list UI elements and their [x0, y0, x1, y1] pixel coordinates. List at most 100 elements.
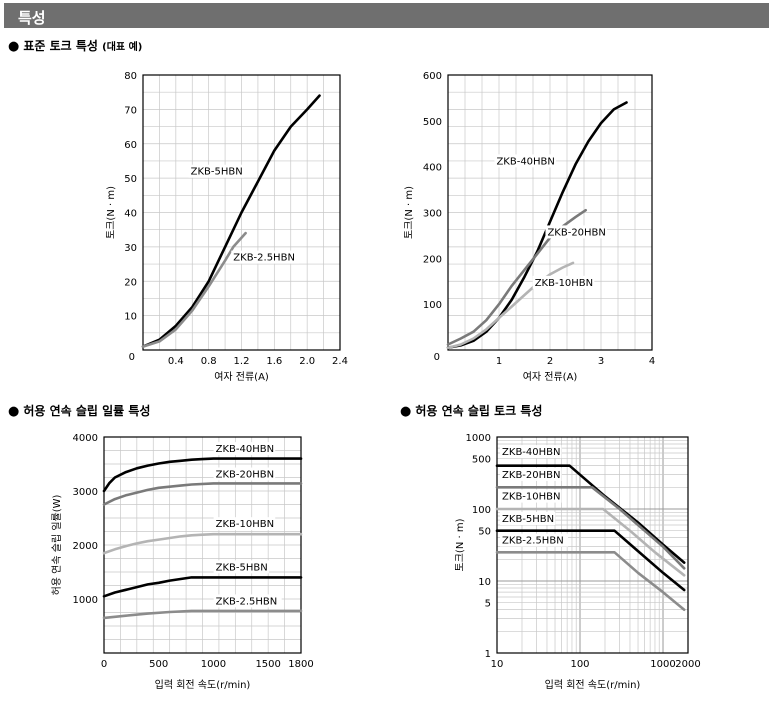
series-label-zkb-5hbn: ZKB-5HBN — [191, 167, 243, 178]
series-label-zkb-20hbn: ZKB-20HBN — [216, 470, 274, 481]
x-tick-label: 1800 — [288, 659, 313, 670]
y-tick-label: 200 — [423, 254, 442, 265]
series-line-zkb-40hbn — [446, 101, 628, 350]
section-title-slip-torque-text: 허용 연속 슬립 토크 특성 — [415, 404, 543, 418]
y-tick-label: 4000 — [73, 433, 98, 444]
annotation-bg — [500, 489, 562, 503]
series-label-zkb-2-5hbn: ZKB-2.5HBN — [216, 596, 278, 607]
y-tick-label: 30 — [124, 243, 137, 254]
annotation-bg — [213, 467, 276, 481]
series-label-zkb-40hbn: ZKB-40HBN — [496, 156, 554, 167]
y-tick-label: 80 — [124, 71, 137, 82]
c2-frame — [447, 74, 653, 351]
y-tick-label: 20 — [124, 277, 137, 288]
y-tick-label: 1 — [485, 649, 491, 660]
series-label-zkb-2-5hbn: ZKB-2.5HBN — [502, 536, 564, 547]
header-bar: 특성 — [4, 3, 769, 28]
series-line-zkb-10hbn — [102, 532, 303, 555]
x-axis-label: 여자 전류(A) — [214, 371, 269, 383]
y-tick-label: 400 — [423, 163, 442, 174]
annotation-bg — [500, 533, 569, 547]
annotation-bg — [500, 445, 562, 459]
x-tick-label: 1000 — [650, 659, 675, 670]
y-tick-label: 500 — [423, 117, 442, 128]
c1-grid — [143, 75, 340, 350]
x-tick-label: 0 — [101, 659, 107, 670]
x-tick-label: 2.4 — [332, 356, 348, 367]
y-axis-label: 토크(N · m) — [404, 186, 415, 239]
series-line-zkb-2-5hbn — [102, 609, 303, 620]
c4-frame — [496, 436, 689, 654]
c2-grid — [448, 75, 652, 350]
x-tick-label: 1 — [496, 356, 502, 367]
annotation-bg — [545, 225, 608, 239]
x-tick-label: 100 — [570, 659, 589, 670]
x-tick-label: 0.8 — [201, 356, 217, 367]
y-tick-label: 10 — [124, 312, 137, 323]
x-axis-label: 입력 회전 속도(r/min) — [545, 678, 641, 691]
x-tick-label: 2000 — [675, 659, 700, 670]
series-label-zkb-5hbn: ZKB-5HBN — [502, 514, 554, 525]
y-tick-label: 70 — [124, 105, 137, 116]
x-axis-label: 입력 회전 속도(r/min) — [155, 678, 251, 691]
series-label-zkb-2-5hbn: ZKB-2.5HBN — [233, 253, 295, 264]
origin-label: 0 — [434, 352, 440, 363]
x-tick-label: 1.6 — [266, 356, 282, 367]
series-line-zkb-5hbn — [495, 529, 686, 592]
y-tick-label: 60 — [124, 140, 137, 151]
series-line-zkb-20hbn — [495, 485, 686, 570]
y-tick-label: 10 — [478, 577, 491, 588]
x-tick-label: 4 — [649, 356, 655, 367]
series-line-zkb-20hbn — [446, 208, 588, 346]
series-label-zkb-10hbn: ZKB-10HBN — [502, 492, 560, 503]
x-axis-label: 여자 전류(A) — [523, 371, 578, 383]
annotation-bg — [213, 442, 276, 456]
bullet-icon: ● — [400, 404, 412, 419]
y-tick-label: 50 — [478, 527, 491, 538]
annotation-bg — [500, 467, 562, 481]
annotation-bg — [213, 594, 282, 608]
annotation-bg — [494, 154, 557, 168]
x-tick-label: 0.4 — [168, 356, 184, 367]
x-tick-label: 2.0 — [299, 356, 315, 367]
series-line-zkb-5hbn — [102, 576, 303, 598]
y-tick-label: 50 — [124, 174, 137, 185]
section-title-torque-text: 표준 토크 특성 — [23, 39, 98, 53]
annotation-bg — [213, 517, 276, 531]
y-tick-label: 600 — [423, 71, 442, 82]
series-line-zkb-2-5hbn — [141, 231, 247, 348]
y-tick-label: 2000 — [73, 541, 98, 552]
header-title: 특성 — [18, 9, 46, 27]
bullet-icon: ● — [8, 404, 20, 419]
annotation-bg — [500, 511, 556, 525]
section-title-slip-torque: ● 허용 연속 슬립 토크 특성 — [400, 402, 542, 419]
annotation-bg — [213, 560, 269, 574]
series-line-zkb-20hbn — [102, 482, 303, 506]
series-line-zkb-40hbn — [102, 457, 303, 493]
series-line-zkb-10hbn — [446, 261, 575, 350]
series-label-zkb-40hbn: ZKB-40HBN — [502, 447, 560, 458]
y-tick-label: 300 — [423, 209, 442, 220]
c1-frame — [142, 74, 341, 351]
x-tick-label: 10 — [491, 659, 504, 670]
annotation-bg — [231, 250, 300, 264]
y-tick-label: 5 — [485, 599, 491, 610]
annotation-bg — [188, 164, 244, 178]
y-tick-label: 500 — [472, 455, 491, 466]
y-tick-label: 1000 — [73, 595, 98, 606]
series-label-zkb-10hbn: ZKB-10HBN — [535, 278, 593, 289]
x-tick-label: 500 — [149, 659, 168, 670]
y-tick-label: 100 — [472, 505, 491, 516]
bullet-icon: ● — [8, 39, 20, 54]
y-axis-label: 토크(N · m) — [455, 518, 466, 571]
series-label-zkb-20hbn: ZKB-20HBN — [502, 470, 560, 481]
y-axis-label: 허용 연속 슬립 일률(W) — [50, 494, 63, 595]
series-label-zkb-40hbn: ZKB-40HBN — [216, 444, 274, 455]
x-tick-label: 3 — [598, 356, 604, 367]
x-tick-label: 1.2 — [234, 356, 250, 367]
y-tick-label: 100 — [423, 300, 442, 311]
x-tick-label: 1000 — [201, 659, 226, 670]
annotation-bg — [532, 275, 595, 289]
